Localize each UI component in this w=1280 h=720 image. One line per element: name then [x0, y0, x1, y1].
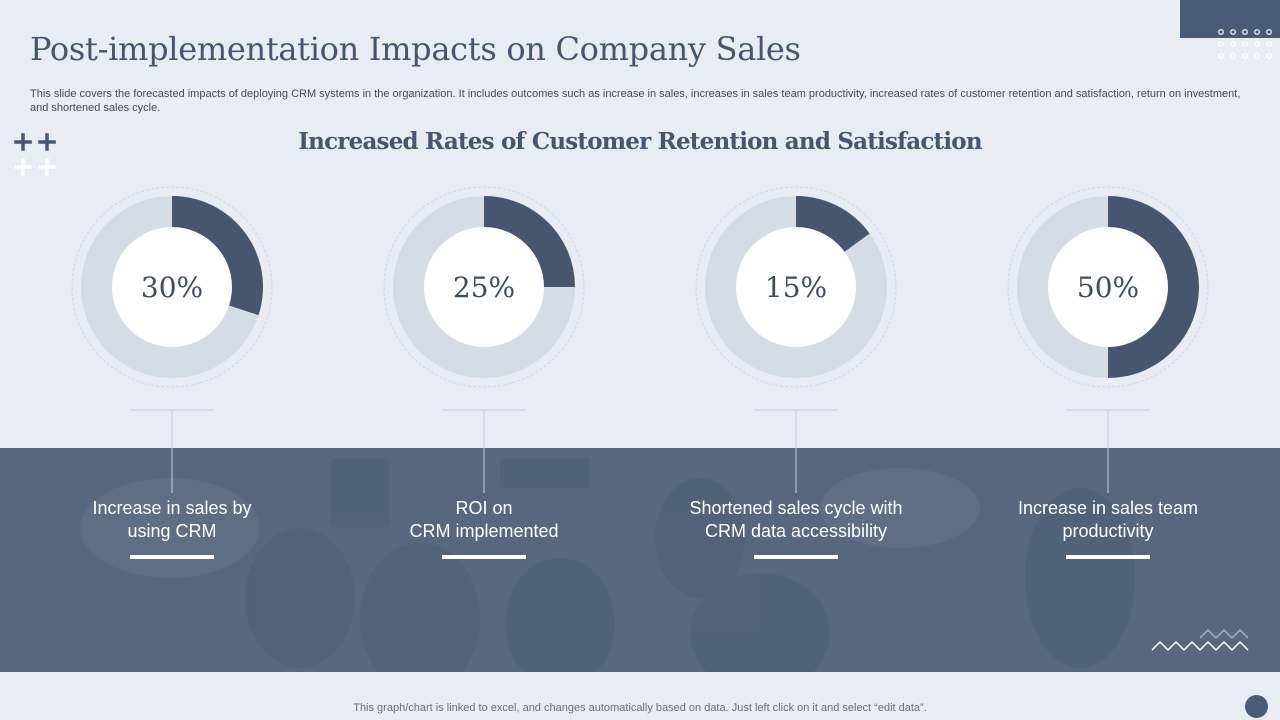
- chart-title: Increased Rates of Customer Retention an…: [298, 128, 982, 155]
- category-label: Shortened sales cycle with CRM data acce…: [689, 498, 903, 541]
- corner-accent-block: [1180, 0, 1280, 38]
- dot-grid-icon: [1218, 29, 1272, 59]
- slide-description: This slide covers the forecasted impacts…: [30, 88, 1241, 114]
- donut-value-label: 25%: [453, 271, 515, 304]
- footer-note: This graph/chart is linked to excel, and…: [353, 702, 927, 714]
- donut-value-label: 50%: [1077, 271, 1139, 304]
- donut-hole: [1048, 227, 1168, 347]
- donut-4: 50%: [1007, 186, 1209, 388]
- donut-outline-ring: [71, 186, 273, 388]
- donut-outline-ring: [1007, 186, 1209, 388]
- donut-outline-ring: [695, 186, 897, 388]
- donut-outline-ring: [383, 186, 585, 388]
- donut-2: 25%: [383, 186, 585, 388]
- category-label: Increase in sales by using CRM: [92, 498, 252, 541]
- label-underline-bar: [442, 555, 526, 559]
- donut-1: 30%: [71, 186, 273, 388]
- category-label: ROI on CRM implemented: [409, 498, 559, 541]
- donut-charts: 30% 25% 15% 50%: [71, 186, 1209, 388]
- photo-band: [0, 448, 1280, 672]
- donut-3: 15%: [695, 186, 897, 388]
- label-underline-bar: [130, 555, 214, 559]
- category-label: Increase in sales team productivity: [1017, 498, 1199, 541]
- donut-hole: [736, 227, 856, 347]
- donut-hole: [112, 227, 232, 347]
- donut-value-label: 30%: [141, 271, 203, 304]
- corner-circle-decoration: [1245, 695, 1268, 718]
- label-underline-bar: [754, 555, 838, 559]
- connector-lines: [130, 409, 1150, 493]
- donut-hole: [424, 227, 544, 347]
- donut-value-label: 15%: [765, 271, 827, 304]
- zigzag-decoration-icon: [1151, 628, 1249, 652]
- label-underline-bar: [1066, 555, 1150, 559]
- page-title: Post-implementation Impacts on Company S…: [30, 30, 801, 68]
- team-photo-image: [80, 458, 1135, 672]
- plus-pattern-icon: [14, 133, 56, 176]
